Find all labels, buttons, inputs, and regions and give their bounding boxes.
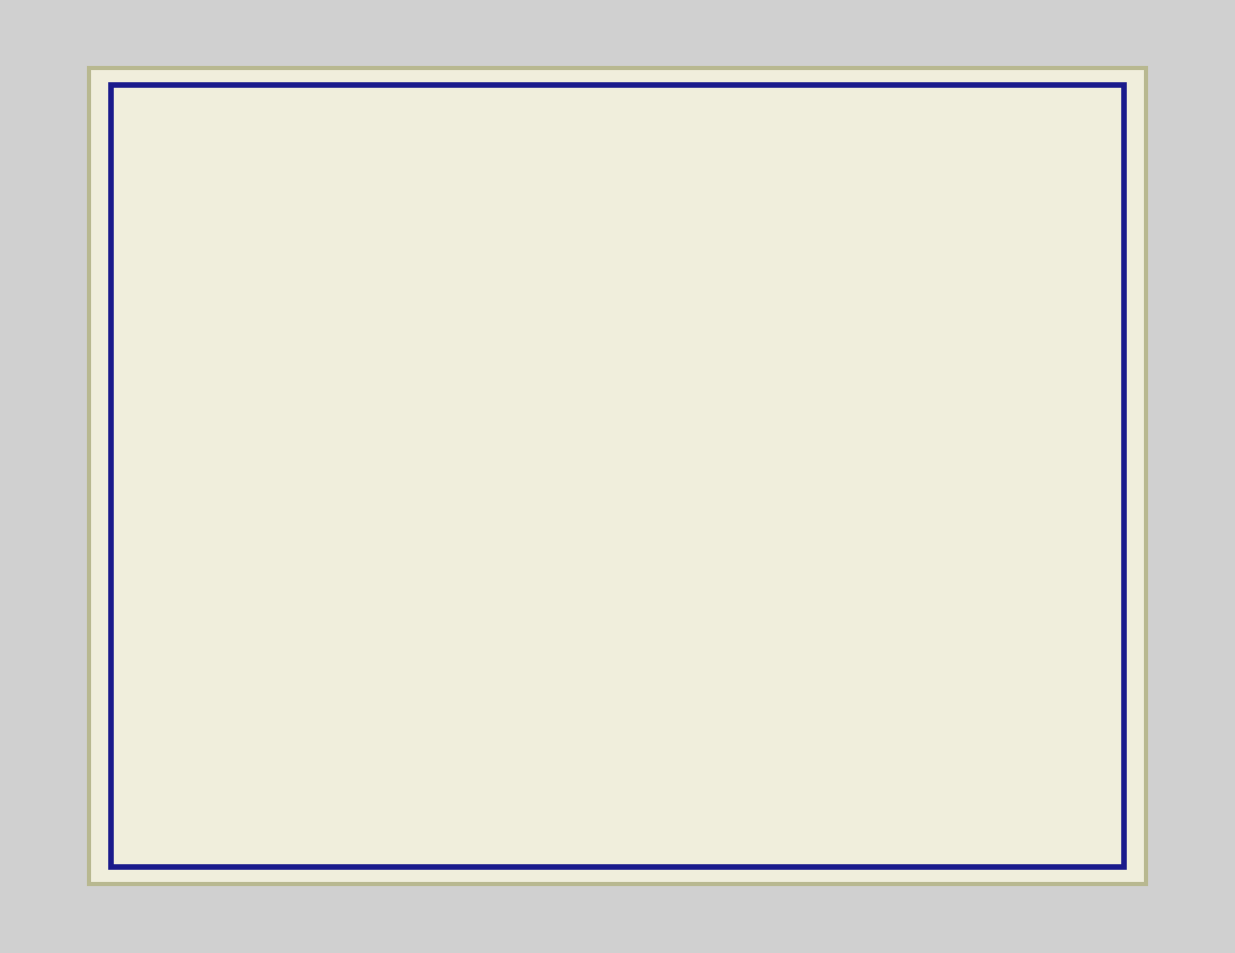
Text: Some hard disks are formatted at the factory; check the documentation that came
: Some hard disks are formatted at the fac… (212, 218, 1107, 267)
Text: Click on the following topics for more information:: Click on the following topics for more i… (212, 586, 752, 606)
Text: If your SCSI hard disk is not formatted, refer to: If your SCSI hard disk is not formatted,… (212, 453, 725, 473)
Text: formatting and initializing instructions.: formatting and initializing instructions… (212, 519, 630, 539)
Text: If your SCSI hard disk is formatted, it only needs to be initialized.  Use this
: If your SCSI hard disk is formatted, it … (212, 335, 1013, 384)
Text: for: for (866, 453, 903, 473)
